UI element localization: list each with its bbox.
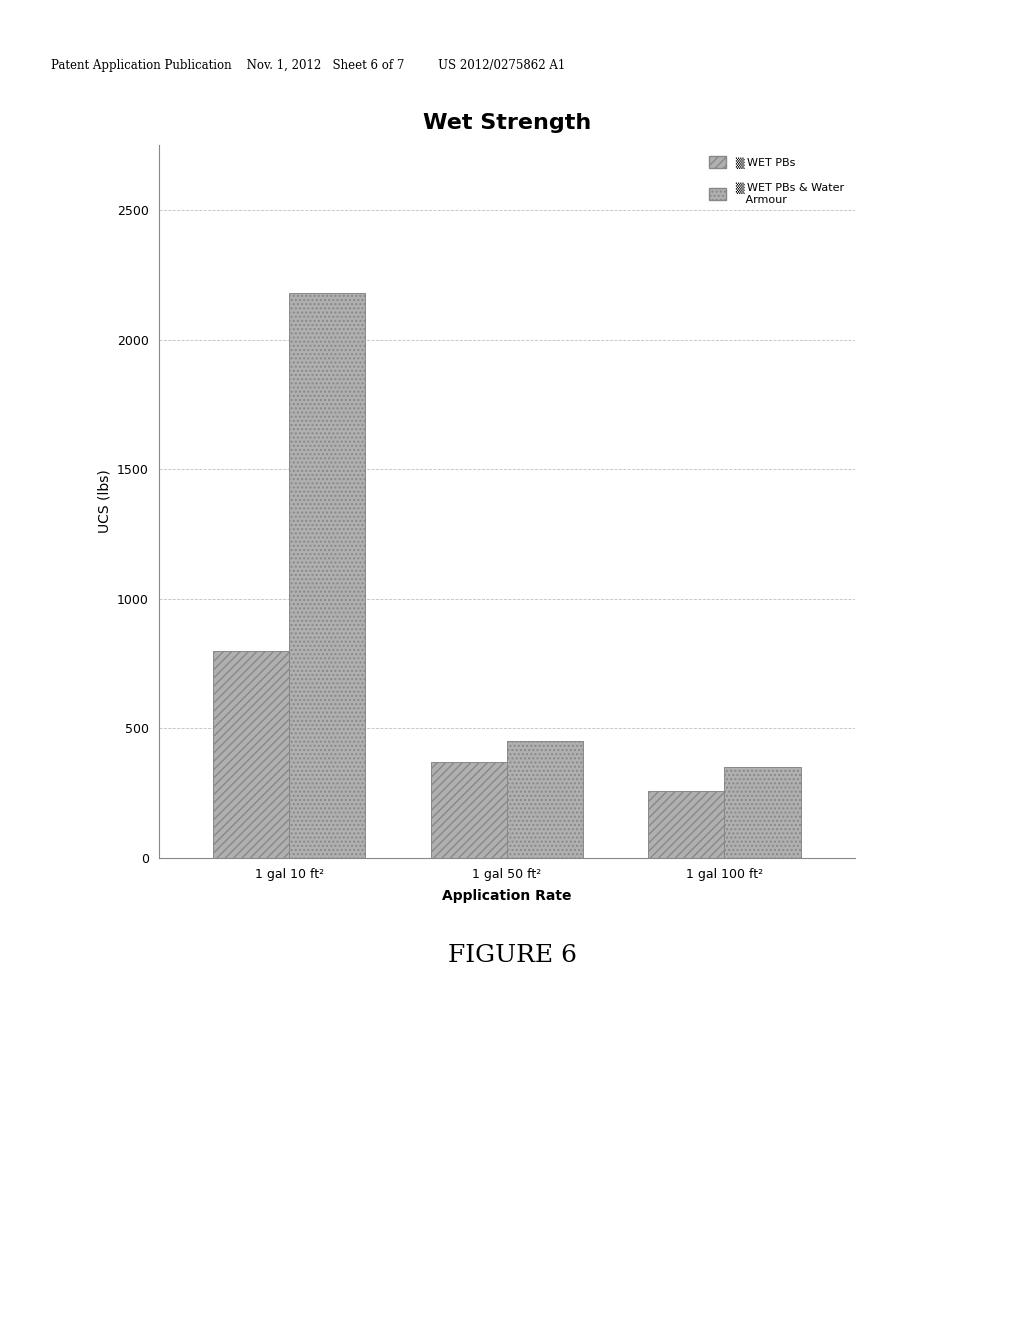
- Bar: [507, 742, 583, 858]
- Legend: ▒ WET PBs, ▒ WET PBs & Water
   Armour: ▒ WET PBs, ▒ WET PBs & Water Armour: [703, 150, 850, 211]
- X-axis label: Application Rate: Application Rate: [442, 890, 571, 903]
- Bar: [648, 791, 725, 858]
- Title: Wet Strength: Wet Strength: [423, 112, 591, 132]
- Text: Patent Application Publication    Nov. 1, 2012   Sheet 6 of 7         US 2012/02: Patent Application Publication Nov. 1, 2…: [51, 59, 565, 73]
- Y-axis label: UCS (lbs): UCS (lbs): [97, 470, 112, 533]
- Text: FIGURE 6: FIGURE 6: [447, 944, 577, 966]
- Bar: [289, 293, 366, 858]
- Bar: [213, 651, 289, 858]
- Bar: [431, 762, 507, 858]
- Bar: [725, 767, 801, 858]
